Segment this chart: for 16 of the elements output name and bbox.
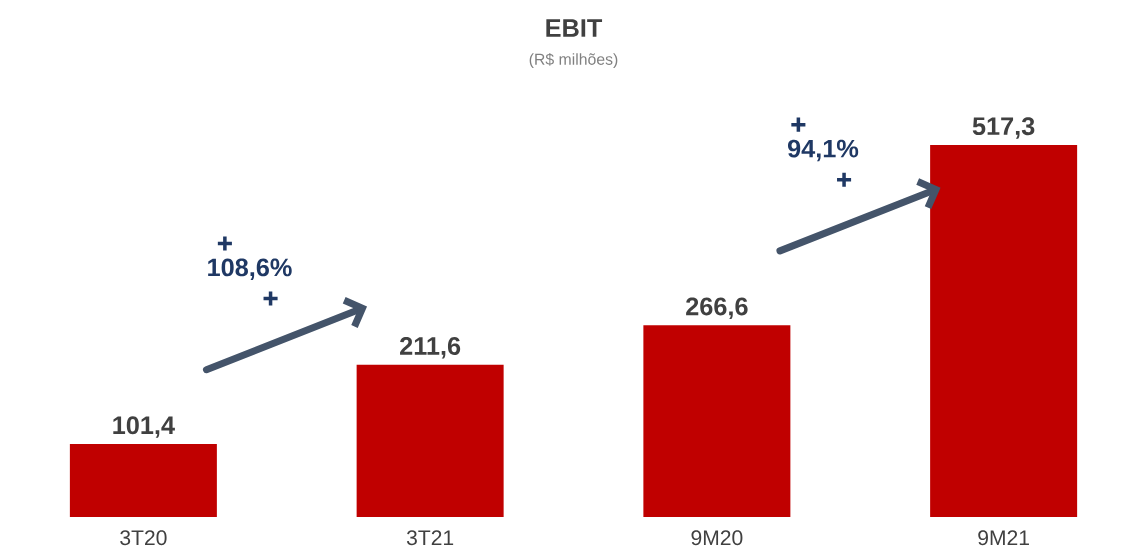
x-tick-label: 3T21 bbox=[406, 530, 454, 546]
chart-subtitle: (R$ milhões) bbox=[529, 53, 618, 68]
data-label: 266,6 bbox=[686, 297, 748, 320]
bar bbox=[930, 145, 1078, 517]
chart-title: EBIT bbox=[546, 19, 603, 37]
data-label: 517,3 bbox=[972, 117, 1035, 139]
x-tick-label: 9M21 bbox=[978, 530, 1029, 546]
bar bbox=[356, 364, 504, 517]
x-tick-label: 9M20 bbox=[691, 530, 743, 546]
annotation: 108,6% bbox=[208, 258, 292, 281]
x-tick-label: 3T20 bbox=[120, 530, 167, 546]
bar bbox=[643, 325, 791, 517]
bar bbox=[69, 444, 217, 517]
data-label: 101,4 bbox=[113, 416, 175, 438]
annotation: 94,1% bbox=[787, 139, 859, 162]
data-label: 211,6 bbox=[400, 337, 461, 359]
